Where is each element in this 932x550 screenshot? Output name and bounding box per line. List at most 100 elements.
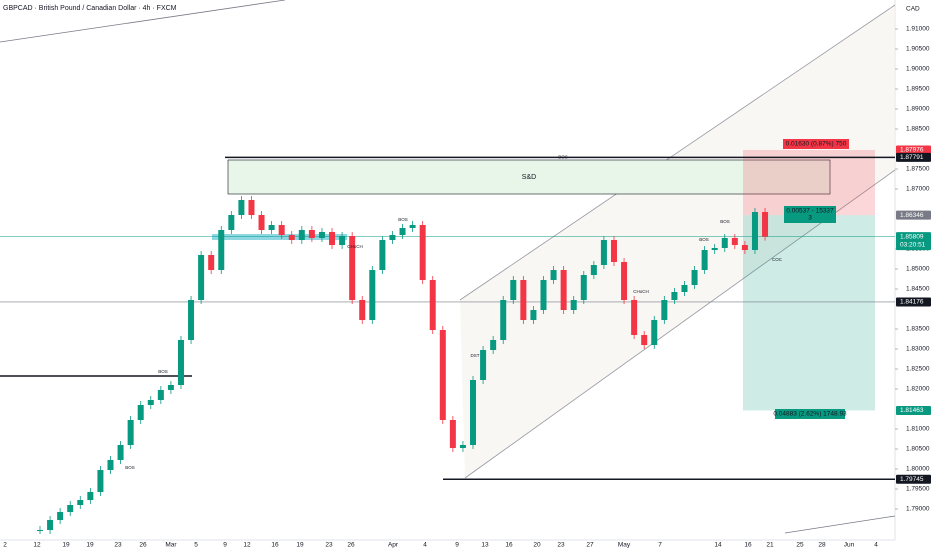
candle-body [621, 262, 628, 300]
x-tick-label: 25 [796, 542, 804, 549]
annotation: BOS [720, 219, 730, 224]
candle-body [268, 225, 275, 230]
y-tick-label: 1.90000 [906, 66, 930, 73]
candle-body [661, 300, 668, 320]
candle-body [751, 212, 758, 250]
x-tick-label: 9 [223, 542, 227, 549]
price-label-bg [896, 474, 931, 484]
candle-body [389, 235, 396, 240]
price-label-bg [896, 210, 931, 220]
price-label: 1.81463 [900, 407, 924, 414]
x-tick-label: May [618, 542, 631, 549]
channel-fill [460, 5, 895, 478]
candle-body [107, 460, 114, 470]
x-tick-label: 19 [86, 542, 94, 549]
candle-body [318, 232, 325, 238]
candle-body [167, 385, 174, 390]
candle-body [349, 236, 356, 300]
candle-body [651, 320, 658, 345]
candle-body [470, 380, 477, 445]
annotation: BOS [558, 155, 568, 160]
y-tick-label: 1.85000 [906, 266, 930, 273]
x-tick-label: 16 [505, 542, 513, 549]
price-label: 1.84176 [900, 299, 924, 306]
candle-body [278, 225, 285, 235]
candle-body [449, 420, 456, 448]
y-tick-label: 1.84500 [906, 286, 930, 293]
candle-body [550, 270, 557, 280]
y-tick-label: 1.81000 [906, 426, 930, 433]
candle-body [157, 390, 164, 400]
y-tick-label: 1.87000 [906, 186, 930, 193]
candle-body [429, 280, 436, 330]
price-label: 1.87976 [900, 147, 924, 154]
x-tick-label: 16 [271, 542, 279, 549]
candle-body [137, 405, 144, 420]
candle-body [228, 215, 235, 230]
price-label: 1.79745 [900, 476, 924, 483]
price-label-bg [896, 297, 931, 307]
countdown: 03:20:51 [900, 241, 926, 248]
x-tick-label: 14 [714, 542, 722, 549]
order-block [212, 234, 347, 240]
candle-body [308, 230, 315, 238]
y-tick-label: 1.82000 [906, 386, 930, 393]
y-tick-label: 1.88500 [906, 126, 930, 133]
candle-body [610, 240, 617, 262]
candle-body [208, 255, 215, 270]
candle-body [490, 340, 497, 350]
candle-body [741, 245, 748, 250]
x-tick-label: 28 [818, 542, 826, 549]
candle-body [590, 265, 597, 275]
x-tick-label: 19 [296, 542, 304, 549]
y-tick-label: 1.79500 [906, 486, 930, 493]
candle-body [560, 270, 567, 310]
candle-body [762, 212, 769, 237]
x-tick-label: 5 [194, 542, 198, 549]
y-tick-label: 1.83000 [906, 346, 930, 353]
price-label-bg [896, 145, 931, 155]
symbol-title: GBPCAD · British Pound / Canadian Dollar… [3, 5, 177, 12]
trend-line [784, 515, 896, 534]
y-tick-label: 1.87500 [906, 166, 930, 173]
candle-body [369, 270, 376, 320]
candle-body [439, 330, 446, 420]
candle-body [731, 238, 738, 245]
channel-upper [459, 4, 896, 301]
stop-text: 0.01630 (0.87%) 750 [786, 141, 847, 148]
price-label: 1.85809 [900, 233, 924, 240]
price-label-bg [896, 232, 931, 251]
candle-body [520, 280, 527, 320]
candle-body [419, 225, 426, 280]
candle-body [339, 236, 346, 245]
y-tick-label: 1.91000 [906, 26, 930, 33]
annotation: BOS [158, 369, 168, 374]
target-text-bg [775, 409, 845, 419]
annotation: BOS [699, 237, 709, 242]
x-tick-label: 13 [481, 542, 489, 549]
entry-text: 0.00537 - 15337 [786, 208, 834, 215]
candle-body [57, 512, 64, 520]
y-tick-label: 1.83500 [906, 326, 930, 333]
candle-body [580, 275, 587, 300]
x-tick-label: 12 [33, 542, 41, 549]
x-tick-label: Apr [388, 542, 399, 549]
price-label: 1.87791 [900, 154, 924, 161]
candle-body [329, 232, 336, 245]
entry-qty: 3 [808, 215, 812, 222]
x-tick-label: 23 [325, 542, 333, 549]
y-tick-label: 1.89500 [906, 86, 930, 93]
zone-label: S&D [522, 174, 536, 181]
x-tick-label: 26 [139, 542, 147, 549]
annotation: COC [772, 257, 783, 262]
x-tick-label: 26 [347, 542, 355, 549]
candle-body [500, 300, 507, 340]
candle-body [480, 350, 487, 380]
x-tick-label: 12 [243, 542, 251, 549]
candle-body [399, 228, 406, 235]
x-tick-label: 23 [557, 542, 565, 549]
candle-body [127, 420, 134, 445]
candle-body [701, 250, 708, 270]
candle-body [77, 500, 84, 505]
